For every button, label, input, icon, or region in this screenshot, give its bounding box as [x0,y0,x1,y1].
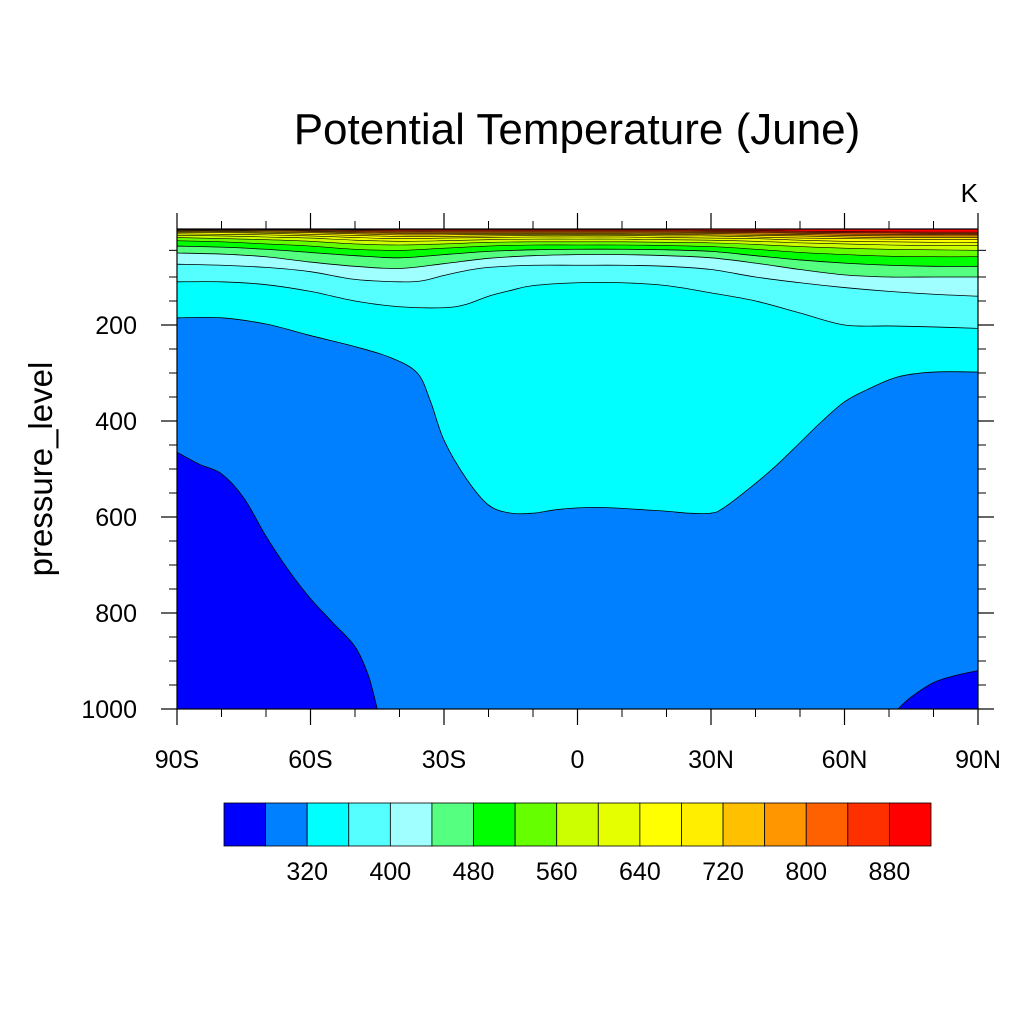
contour-line-280-1 [897,670,978,709]
colorbar-swatch-15 [847,802,890,847]
axis-ticks [161,213,994,725]
y-tick-label-200: 200 [95,312,137,340]
colorbar-swatch-0 [223,802,266,847]
colorbar-label-800: 800 [785,858,827,886]
y-tick-label-600: 600 [95,504,137,532]
contour-line-480-6 [177,245,978,267]
colorbar-swatch-1 [265,802,308,847]
contour-line-640-10 [177,233,978,243]
units-label: K [961,178,979,208]
y-tick-label-800: 800 [95,600,137,628]
x-tick-label-0: 0 [571,746,585,774]
chart-title: Potential Temperature (June) [294,105,861,154]
colorbar: 320 400 480 560 640 720 800 880 [223,802,932,886]
colorbar-swatch-3 [348,802,391,847]
colorbar-swatch-10 [639,802,682,847]
colorbar-label-400: 400 [369,858,411,886]
contour-line-800-14 [177,229,978,235]
contour-line-720-12 [177,231,978,238]
colorbar-swatch-7 [514,802,558,847]
x-tick-label-90S: 90S [155,746,199,774]
contour-line-600-9 [177,235,978,246]
colorbar-swatch-2 [306,802,350,847]
colorbar-swatch-11 [681,802,724,847]
colorbar-label-560: 560 [536,858,578,886]
colorbar-swatch-9 [597,802,641,847]
y-axis-label: pressure_level [22,362,59,577]
x-tick-label-30S: 30S [422,746,466,774]
colorbar-swatch-16 [889,802,932,847]
contour-line-440-5 [177,252,978,278]
y-tick-label-1000: 1000 [81,696,137,724]
contour-line-320-2 [177,316,978,515]
colorbar-swatch-14 [805,802,849,847]
colorbar-swatch-8 [556,802,599,847]
contour-line-680-11 [177,232,978,241]
y-tick-label-400: 400 [95,408,137,436]
axis-tick-labels: 90S 60S 30S 0 30N 60N 90N 200 400 600 800 1000 [81,312,1001,774]
contour-line-760-13 [177,230,978,237]
contour-line-280-0 [177,451,378,709]
x-tick-label-90N: 90N [955,746,1001,774]
contour-line-520-7 [177,240,978,258]
colorbar-swatch-4 [389,802,433,847]
colorbar-swatch-5 [431,802,474,847]
colorbar-label-320: 320 [286,858,328,886]
band-fill-low-0 [177,452,378,709]
x-tick-label-30N: 30N [688,746,734,774]
contour-line-560-8 [177,237,978,251]
colorbar-label-640: 640 [619,858,661,886]
contour-line-360-3 [177,281,978,329]
contour-line-400-4 [177,263,978,297]
colorbar-swatch-12 [722,802,766,847]
colorbar-label-480: 480 [453,858,495,886]
contour-line-840-15 [177,229,978,234]
colorbar-swatch-6 [473,802,516,847]
colorbar-label-880: 880 [869,858,911,886]
colorbar-swatch-13 [764,802,807,847]
contour-fills [177,229,978,709]
contour-lines [177,229,978,709]
colorbar-label-720: 720 [702,858,744,886]
x-tick-label-60S: 60S [288,746,332,774]
band-fill-low-1 [897,670,978,709]
x-tick-label-60N: 60N [822,746,868,774]
